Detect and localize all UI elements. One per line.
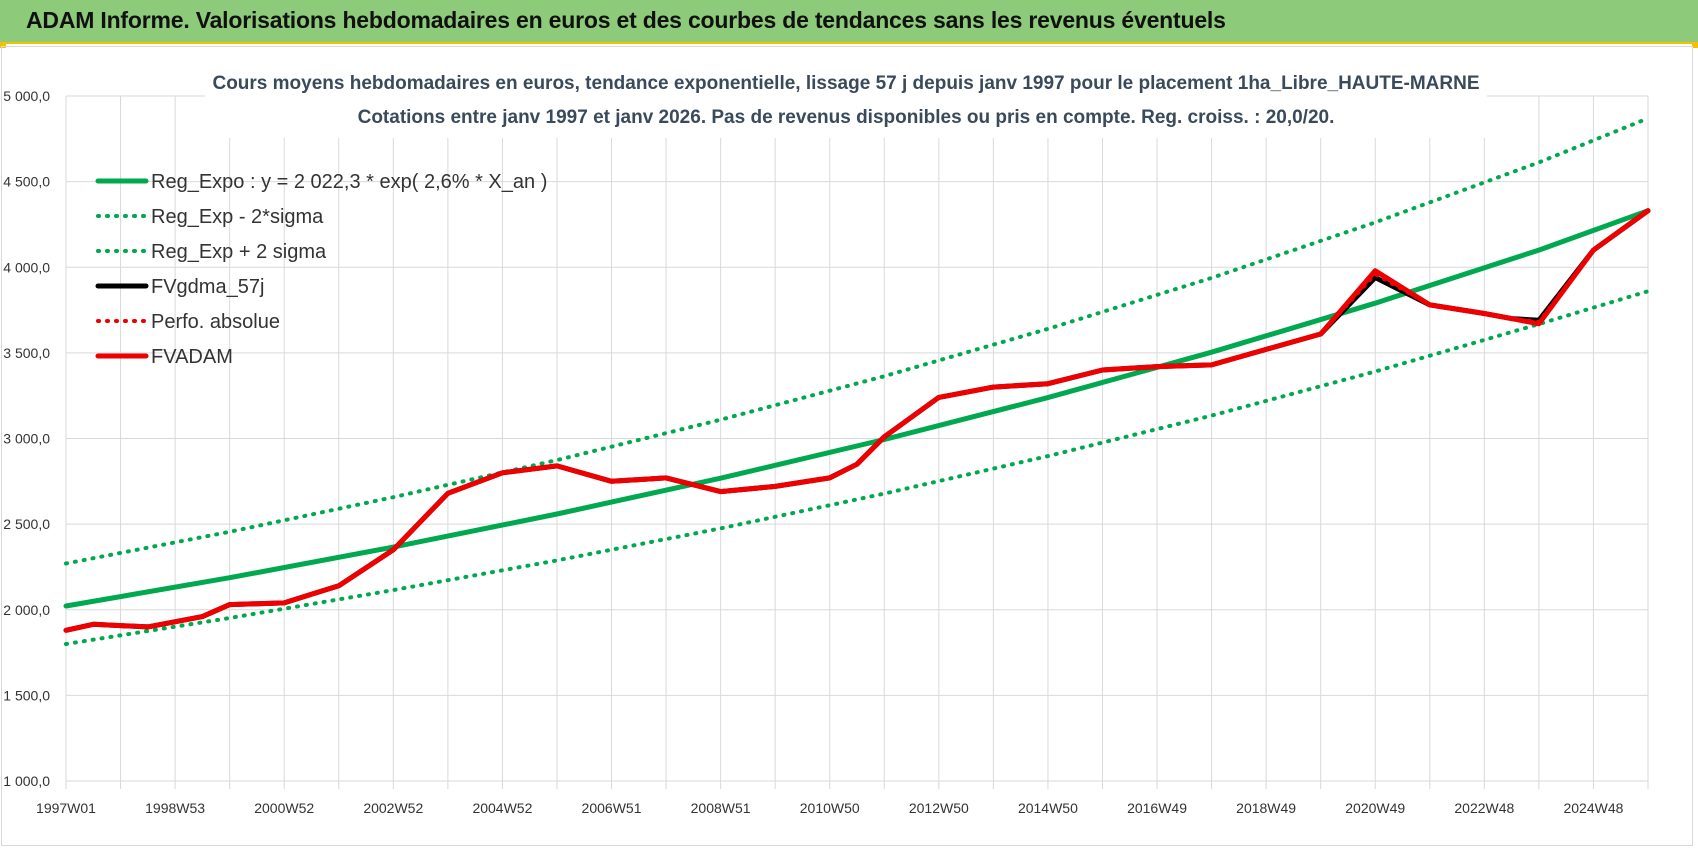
series-line-5 bbox=[63, 208, 1651, 633]
x-tick-label: 2006W51 bbox=[582, 800, 642, 816]
axis-labels: 1 000,0 1 500,0 2 000,0 2 500,0 3 000,0 3 500… bbox=[3, 88, 1623, 816]
y-tick-label: 2 000,0 bbox=[3, 602, 50, 618]
y-tick-label: 2 500,0 bbox=[3, 516, 50, 532]
y-tick-label: 1 500,0 bbox=[3, 687, 50, 703]
x-tick-label: 2024W48 bbox=[1563, 800, 1623, 816]
legend-label: Reg_Exp + 2 sigma bbox=[151, 241, 327, 263]
series-line-0 bbox=[63, 208, 1651, 609]
y-tick-label: 1 000,0 bbox=[3, 773, 50, 789]
corner-marker-left bbox=[0, 42, 6, 48]
legend-label: FVADAM bbox=[151, 346, 233, 368]
legend-label: Perfo. absolue bbox=[151, 311, 280, 333]
x-tick-label: 2008W51 bbox=[691, 800, 751, 816]
x-tick-label: 1997W01 bbox=[36, 800, 96, 816]
x-tick-label: 2022W48 bbox=[1454, 800, 1514, 816]
y-tick-label: 3 500,0 bbox=[3, 345, 50, 361]
y-tick-label: 4 000,0 bbox=[3, 259, 50, 275]
x-tick-label: 2014W50 bbox=[1018, 800, 1078, 816]
legend: Reg_Expo : y = 2 022,3 * exp( 2,6% * X_a… bbox=[95, 171, 547, 368]
y-tick-label: 3 000,0 bbox=[3, 431, 50, 447]
chart-title-block: Cours moyens hebdomadaires en euros, ten… bbox=[205, 64, 1487, 138]
x-tick-label: 2012W50 bbox=[909, 800, 969, 816]
x-tick-label: 2016W49 bbox=[1127, 800, 1187, 816]
page-title: ADAM Informe. Valorisations hebdomadaire… bbox=[26, 7, 1226, 33]
chart-frame bbox=[1, 46, 1693, 846]
x-tick-label: 1998W53 bbox=[145, 800, 205, 816]
corner-marker-right bbox=[1692, 42, 1698, 48]
x-tick-label: 2010W50 bbox=[800, 800, 860, 816]
title-background bbox=[205, 64, 1487, 138]
series-lines bbox=[63, 116, 1651, 646]
series-line-4 bbox=[64, 208, 1650, 633]
x-tick-label: 2002W52 bbox=[363, 800, 423, 816]
legend-label: Reg_Expo : y = 2 022,3 * exp( 2,6% * X_a… bbox=[151, 171, 547, 193]
x-tick-label: 2004W52 bbox=[472, 800, 532, 816]
x-tick-label: 2000W52 bbox=[254, 800, 314, 816]
y-tick-label: 4 500,0 bbox=[3, 174, 50, 190]
legend-label: Reg_Exp - 2*sigma bbox=[151, 206, 324, 228]
x-tick-label: 2018W49 bbox=[1236, 800, 1296, 816]
chart-title: Cours moyens hebdomadaires en euros, ten… bbox=[212, 73, 1479, 94]
y-tick-label: 5 000,0 bbox=[3, 88, 50, 104]
header-bar: ADAM Informe. Valorisations hebdomadaire… bbox=[0, 0, 1698, 44]
series-line-3 bbox=[63, 208, 1651, 633]
series-line-1 bbox=[64, 289, 1650, 646]
grid-lines bbox=[65, 95, 1649, 789]
legend-label: FVgdma_57j bbox=[151, 276, 264, 298]
series-line-2 bbox=[64, 116, 1650, 566]
x-tick-label: 2020W49 bbox=[1345, 800, 1405, 816]
chart-subtitle: Cotations entre janv 1997 et janv 2026. … bbox=[358, 107, 1335, 128]
